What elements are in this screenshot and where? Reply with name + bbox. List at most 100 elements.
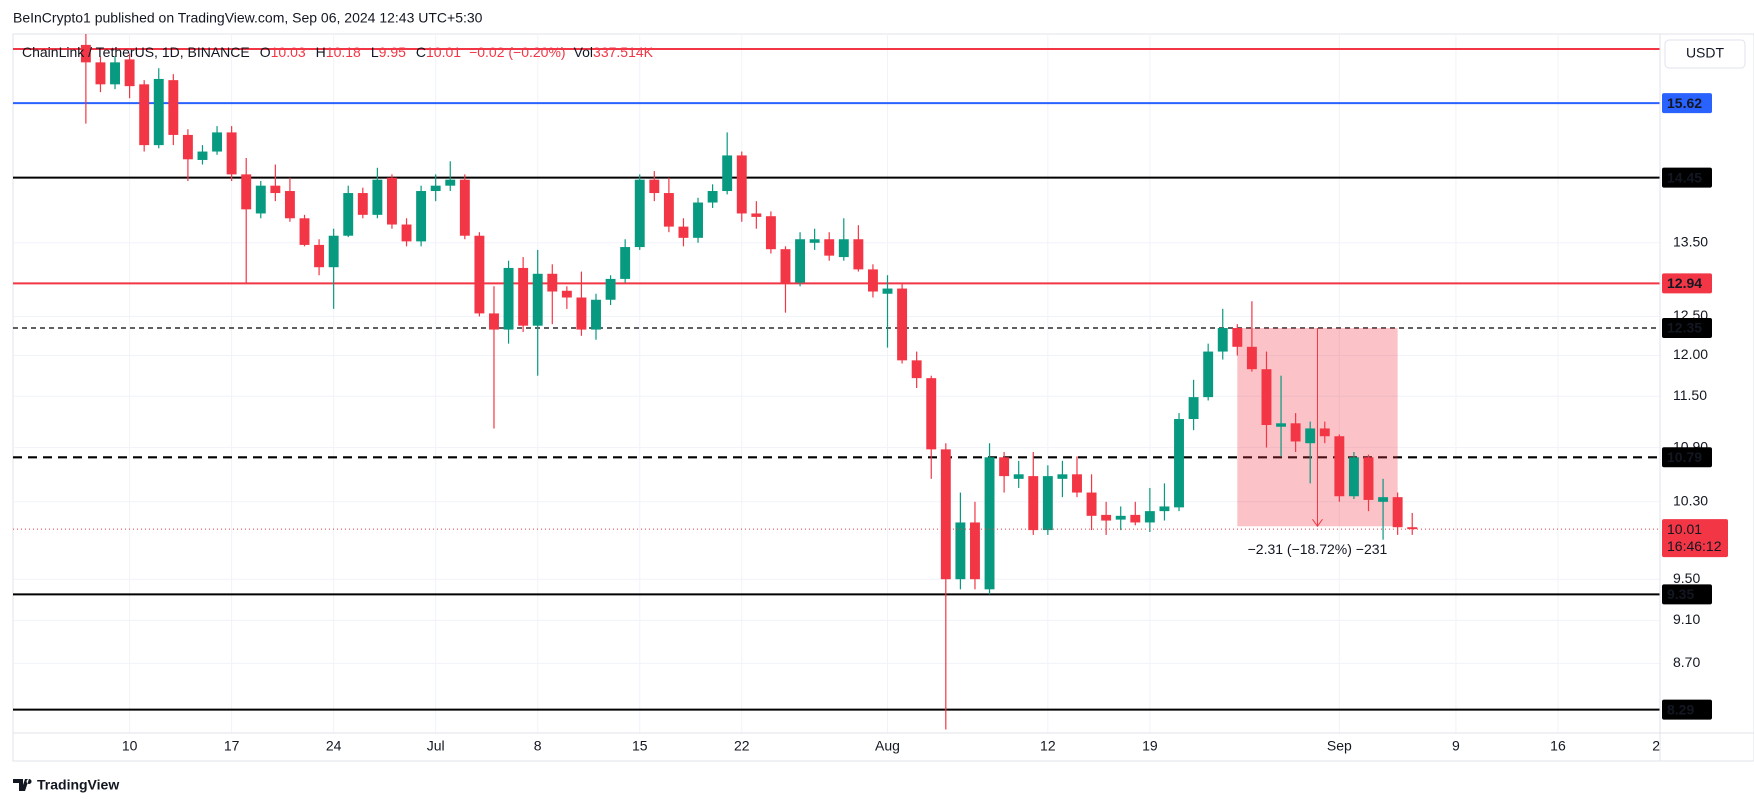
candle-body [1407, 527, 1418, 530]
candle-body [284, 191, 295, 219]
candle-body [824, 239, 835, 256]
candle-body [503, 267, 514, 330]
symbol-name: ChainLink / TetherUS, 1D, BINANCE [22, 44, 250, 60]
candle-body [1363, 457, 1374, 500]
candle-body [897, 288, 908, 361]
legend-value: 10.03 [271, 44, 306, 60]
candle-body [357, 193, 368, 215]
x-tick-label: 22 [734, 738, 750, 754]
level-label-box [1662, 447, 1712, 468]
volume-key: Vol [574, 44, 593, 60]
legend-key: C [416, 44, 426, 60]
candle-body [1130, 514, 1141, 523]
candle-body [1057, 474, 1068, 479]
candle-body [1305, 428, 1316, 444]
candle-body [1203, 351, 1214, 398]
candle-body [751, 213, 762, 217]
candle-body [605, 278, 616, 300]
level-label: 12.35 [1667, 320, 1702, 336]
candle-body [445, 179, 456, 186]
candle-body [1334, 436, 1345, 497]
level-label: 14.45 [1667, 169, 1702, 185]
candle-body [168, 80, 179, 135]
candle-body [1290, 423, 1301, 442]
candle-body [693, 202, 703, 238]
candle-body [532, 273, 543, 326]
candle-body [1028, 476, 1039, 531]
candle-body [838, 239, 849, 258]
candle-body [853, 239, 864, 270]
candle-body [809, 239, 820, 243]
level-label: 8.29 [1667, 701, 1694, 717]
currency-label[interactable]: USDT [1686, 45, 1725, 61]
candle-body [299, 218, 310, 245]
candle-body [489, 313, 499, 330]
candle-body [110, 62, 120, 85]
candle-body [1072, 474, 1082, 493]
candle-body [1013, 474, 1024, 479]
candle-body [255, 185, 266, 214]
legend-key: H [316, 44, 326, 60]
level-label-box [1662, 318, 1712, 339]
candle-body [139, 84, 150, 146]
x-tick-label: 9 [1452, 738, 1460, 754]
y-tick-label: 9.50 [1673, 570, 1700, 586]
currency-button-box[interactable] [1664, 39, 1746, 69]
symbol-legend: ChainLink / TetherUS, 1D, BINANCE O10.03 H… [22, 44, 654, 60]
y-tick-label: 13.50 [1673, 233, 1708, 249]
candle-body [212, 132, 223, 152]
tradingview-logo: TradingView [13, 777, 119, 793]
x-tick-label: 8 [534, 738, 542, 754]
grid [13, 34, 1660, 733]
candle-body [401, 224, 412, 242]
candle-body [372, 179, 383, 215]
measure-arrowhead [1312, 518, 1323, 528]
x-tick-label: Sep [1327, 738, 1352, 754]
x-tick-label: Aug [875, 738, 900, 754]
candle-body [1392, 497, 1403, 528]
last-price-box [1662, 519, 1728, 558]
candle-body [1086, 492, 1097, 516]
candle-body [1115, 515, 1126, 520]
level-label-box [1662, 699, 1712, 720]
level-label-box [1662, 93, 1712, 114]
candles [80, 34, 1418, 730]
x-tick-label: 23 [1652, 738, 1668, 754]
candle-body [707, 191, 718, 203]
publisher-line: BeInCrypto1 published on TradingView.com… [13, 10, 483, 26]
legend-value: 10.18 [326, 44, 361, 60]
candle-body [1188, 397, 1199, 420]
candle-body [1232, 328, 1243, 347]
candle-body [780, 249, 791, 283]
candle-body [940, 449, 951, 580]
candle-body [124, 59, 135, 87]
candle-body [182, 134, 193, 160]
logo-mark [13, 779, 32, 791]
candle-body [1246, 346, 1257, 370]
candle-body [1042, 476, 1053, 531]
candle-body [634, 179, 645, 248]
candle-body [678, 226, 689, 238]
candle-body [882, 288, 893, 294]
candle-body [314, 244, 325, 268]
candle-body [518, 267, 529, 326]
candle-body [955, 522, 966, 580]
legend-value: 10.01 [426, 44, 461, 60]
legend-change: −0.02 (−0.20%) [469, 44, 566, 60]
level-label-box [1662, 167, 1712, 188]
candle-body [1159, 506, 1170, 512]
y-tick-label: 11.50 [1673, 387, 1707, 403]
y-tick-label: 8.70 [1673, 654, 1700, 670]
candle-body [1319, 428, 1330, 437]
candle-body [1144, 511, 1155, 523]
level-label: 10.79 [1667, 449, 1702, 465]
level-label: 9.35 [1667, 586, 1694, 602]
candle-body [561, 290, 572, 298]
currency-button[interactable]: USDT [1664, 39, 1746, 69]
candle-body [474, 235, 485, 314]
footer-brand: TradingView [37, 777, 119, 793]
candle-body [459, 179, 470, 236]
x-tick-label: 16 [1550, 738, 1566, 754]
candle-body [387, 177, 397, 225]
